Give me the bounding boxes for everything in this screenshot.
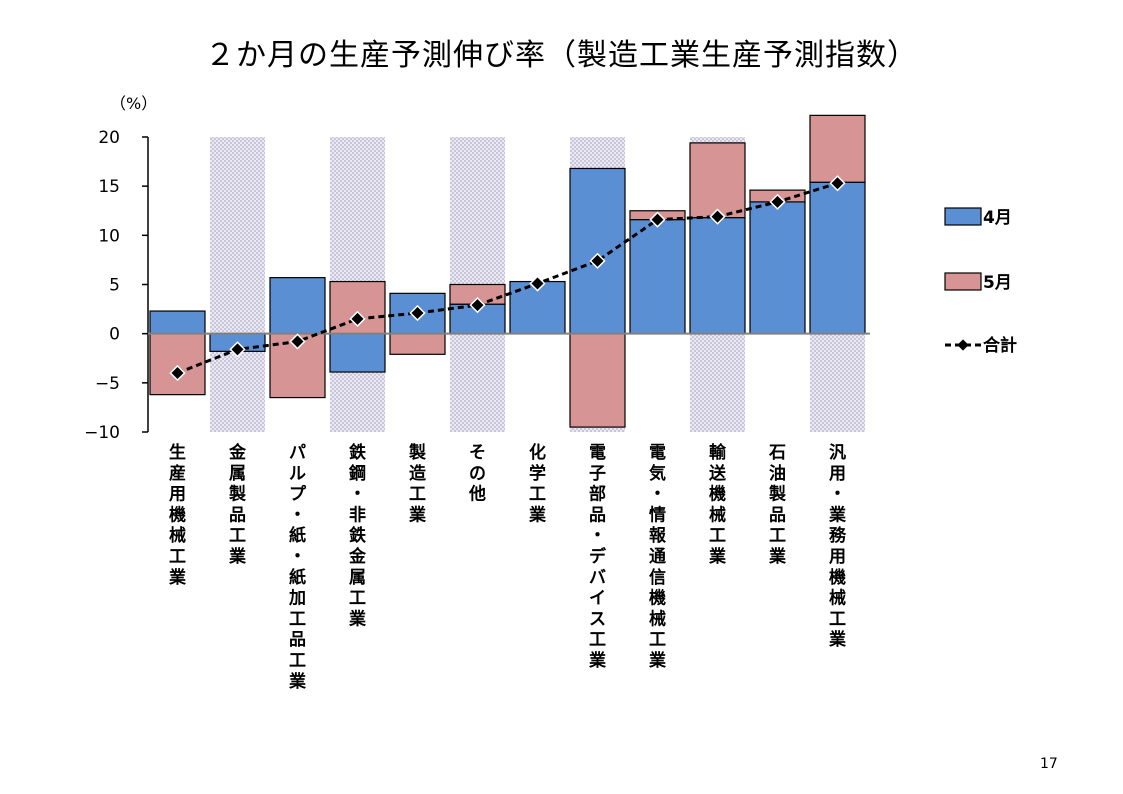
total-point xyxy=(829,175,846,192)
y-tick-label: 5 xyxy=(109,276,120,296)
y-axis-unit-label: （%） xyxy=(110,94,158,113)
bar-may xyxy=(149,333,206,396)
total-point xyxy=(529,275,546,292)
category-label: その他 xyxy=(468,443,486,505)
total-point xyxy=(649,211,666,228)
total-point xyxy=(589,252,606,270)
legend-marker-total xyxy=(957,339,969,351)
y-tick-label: −10 xyxy=(84,423,120,443)
category-label: 金属製品工業 xyxy=(228,442,247,567)
y-tick-label: 15 xyxy=(98,177,120,197)
total-point xyxy=(469,297,486,314)
bar-may xyxy=(389,333,446,355)
bar-april xyxy=(329,333,386,373)
bar-april xyxy=(269,277,326,335)
y-tick-label: 0 xyxy=(109,325,120,345)
shade-band xyxy=(210,137,265,432)
legend-label-may: 5月 xyxy=(983,273,1012,293)
total-point xyxy=(289,333,306,350)
legend-swatch-may xyxy=(944,272,982,291)
bar-april xyxy=(749,201,806,335)
bar-may xyxy=(689,142,746,219)
bar-april xyxy=(629,219,686,335)
category-label: 電気・情報通信機械工業 xyxy=(648,443,667,671)
category-label: 電子部品・デバイス工業 xyxy=(589,443,607,671)
bar-april xyxy=(569,167,626,335)
bar-april xyxy=(689,217,746,335)
bar-april xyxy=(149,310,206,335)
category-label: 輸送機械工業 xyxy=(709,442,727,567)
bar-may xyxy=(809,114,866,183)
y-tick-label: 20 xyxy=(98,128,120,148)
bar-may xyxy=(569,333,626,428)
category-label: 化学工業 xyxy=(529,442,546,525)
total-line-series xyxy=(169,175,846,382)
legend-label-april: 4月 xyxy=(983,208,1012,228)
legend-label-total: 合計 xyxy=(983,335,1017,356)
total-point xyxy=(709,208,726,225)
category-label: 石油製品工業 xyxy=(768,443,786,567)
y-tick-label: −5 xyxy=(95,374,120,394)
category-labels: 生産用機械工業 金属製品工業 パルプ・紙・紙加工品工業 鉄鋼・非鉄金属工業 製造工業 その… xyxy=(169,442,847,692)
total-point xyxy=(349,310,366,328)
total-point xyxy=(169,364,186,382)
total-point xyxy=(409,304,426,322)
total-point xyxy=(229,341,246,358)
category-label: 製造工業 xyxy=(408,442,427,525)
legend-swatch-april xyxy=(944,207,982,226)
page-number: 17 xyxy=(1040,756,1058,772)
total-line xyxy=(176,181,838,375)
category-label: パルプ・紙・紙加工品工業 xyxy=(288,443,307,692)
category-label: 汎用・業務用機械工業 xyxy=(829,442,847,650)
category-label: 生産用機械工業 xyxy=(169,442,186,588)
chart-title: ２か月の生産予測伸び率（製造工業生産予測指数） xyxy=(205,38,918,73)
category-label: 鉄鋼・非鉄金属工業 xyxy=(348,442,367,629)
y-tick-label: 10 xyxy=(98,226,120,246)
bar-april xyxy=(809,181,866,335)
total-point xyxy=(769,193,786,211)
axes: 20 15 10 5 0 −5 −10 xyxy=(84,128,870,443)
